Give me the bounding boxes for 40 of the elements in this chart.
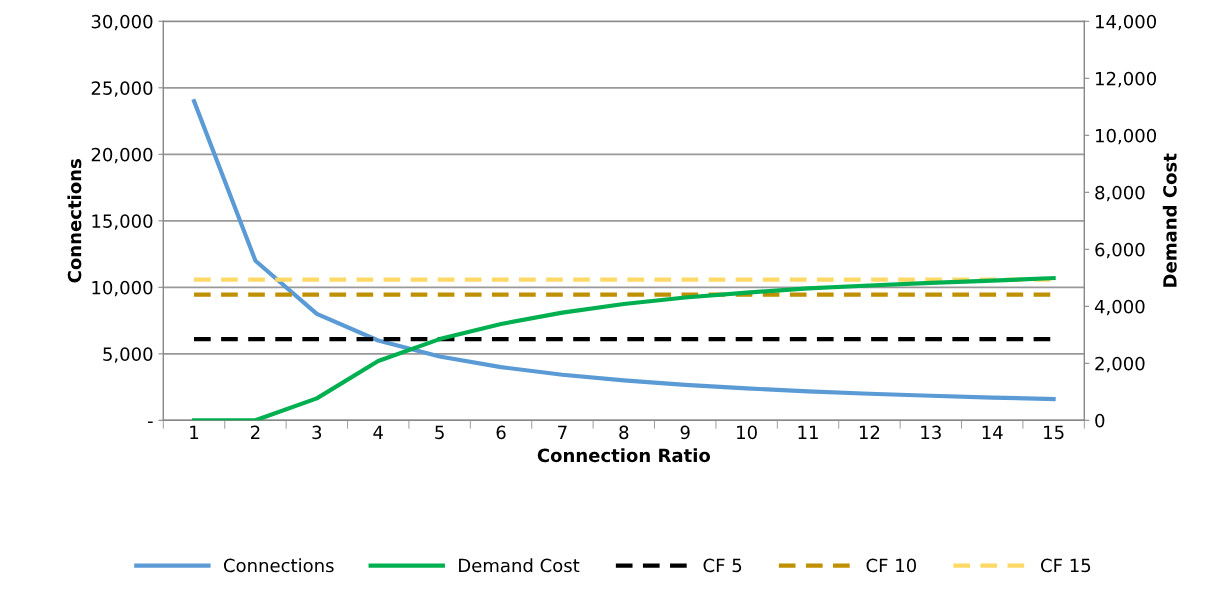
y2-tick-label: 2,000 (1095, 356, 1145, 373)
legend-label: Connections (223, 558, 334, 573)
x-tick-label: 9 (680, 425, 690, 440)
legend-label: CF 15 (1041, 558, 1091, 573)
y2-tick-label: 10,000 (1096, 128, 1157, 145)
legend-label: Demand Cost (459, 558, 580, 573)
x-tick-label: 7 (558, 425, 567, 439)
x-tick-label: 5 (435, 425, 444, 440)
legend-label: CF 5 (703, 558, 742, 573)
y2-axis-title: Demand Cost (1162, 153, 1177, 287)
x-tick-label: 2 (251, 425, 260, 439)
x-tick-label: 11 (798, 425, 818, 439)
y-tick-label: 15,000 (92, 214, 153, 230)
x-axis-title: Connection Ratio (537, 448, 711, 463)
y-axis-title: Connections (67, 159, 82, 283)
y-tick-label: 10,000 (92, 280, 153, 297)
y2-tick-label: 4,000 (1094, 299, 1145, 316)
x-tick-label: 8 (619, 425, 629, 440)
x-tick-label: 1 (190, 425, 199, 439)
x-tick-label: 13 (921, 425, 941, 440)
y-tick-label: 25,000 (91, 81, 153, 97)
y-tick-label: 5,000 (103, 347, 153, 363)
x-tick-label: 10 (737, 425, 757, 440)
y2-tick-label: 14,000 (1096, 14, 1157, 31)
x-tick-label: 14 (982, 425, 1003, 439)
legend-label: CF 10 (866, 558, 917, 573)
y-tick-label: 20,000 (91, 147, 153, 164)
y-tick-label: - (147, 421, 153, 423)
x-tick-label: 6 (496, 425, 506, 440)
y2-tick-label: 8,000 (1095, 185, 1145, 202)
y2-tick-label: 6,000 (1095, 242, 1145, 259)
line-series (191, 276, 1056, 421)
x-tick-label: 3 (312, 425, 322, 440)
x-tick-label: 4 (373, 425, 383, 439)
x-tick-label: 15 (1044, 425, 1064, 440)
y-tick-label: 30,000 (91, 14, 153, 31)
line-series (191, 99, 1056, 402)
y2-tick-label: 0 (1095, 413, 1105, 428)
y2-tick-label: 12,000 (1096, 71, 1157, 88)
x-tick-label: 12 (859, 425, 880, 439)
